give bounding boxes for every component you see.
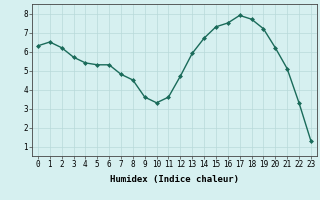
X-axis label: Humidex (Indice chaleur): Humidex (Indice chaleur) xyxy=(110,175,239,184)
